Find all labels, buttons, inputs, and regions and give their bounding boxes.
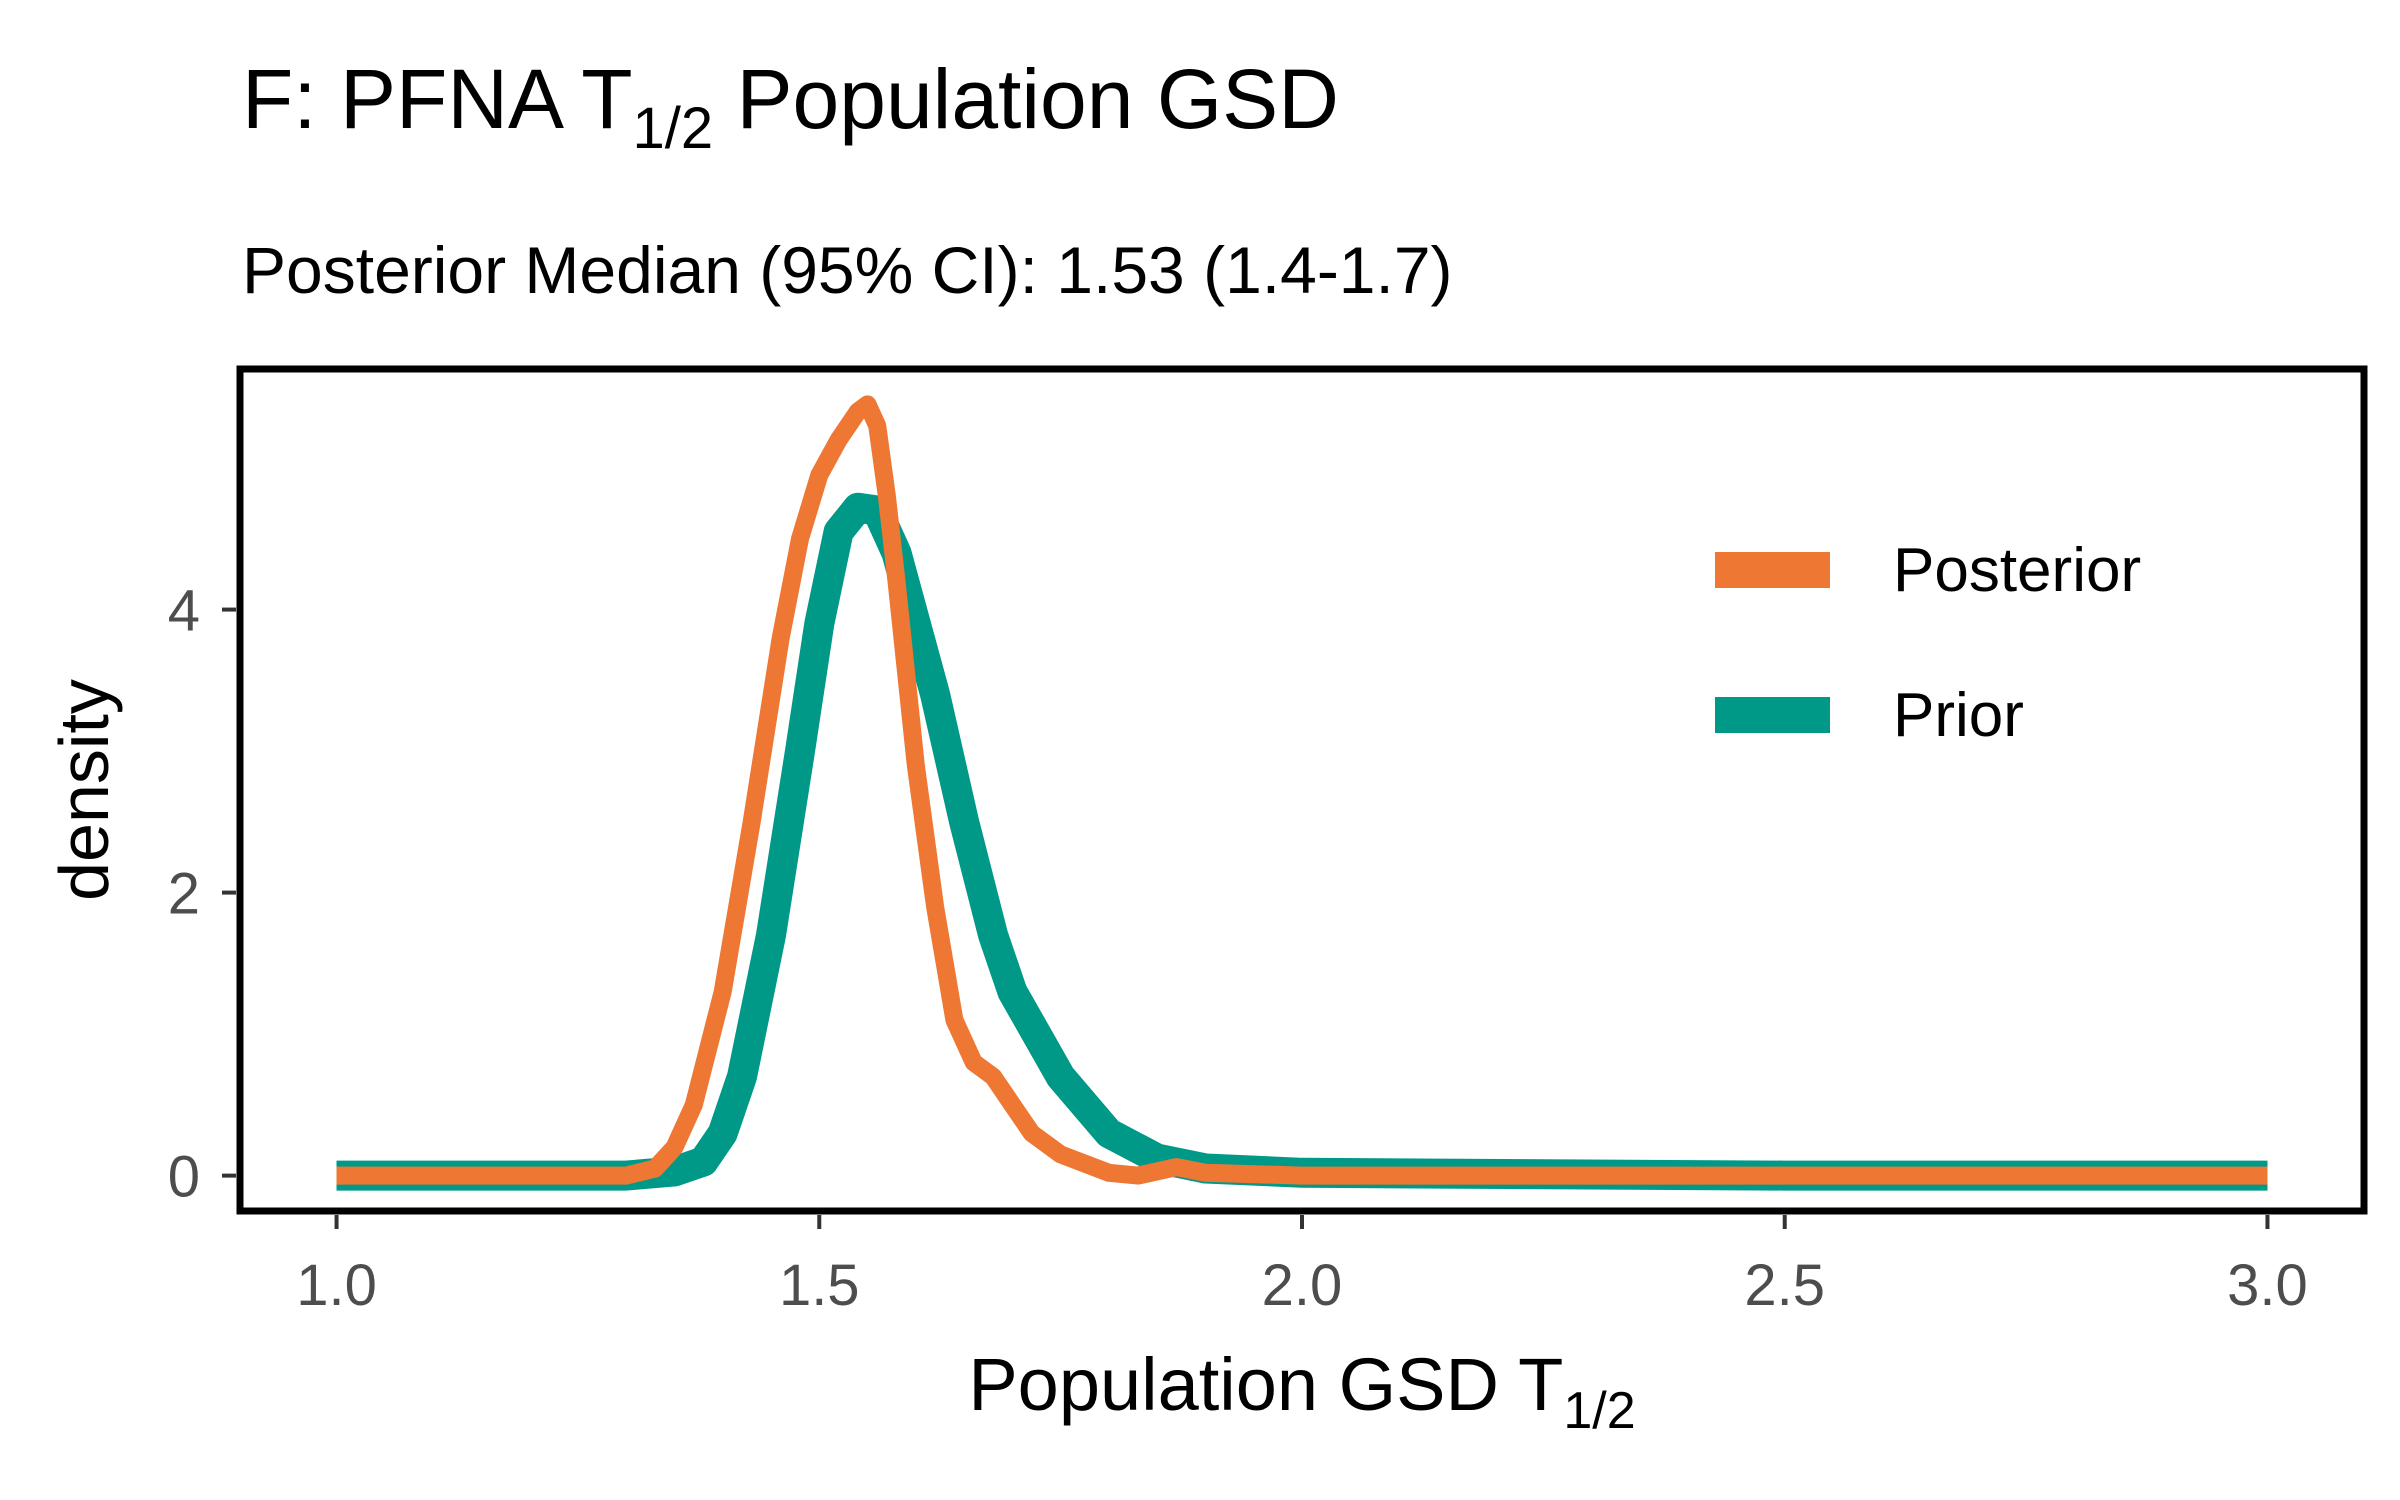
legend-label-posterior: Posterior: [1893, 536, 2141, 605]
x-tick-label: 1.0: [296, 1253, 377, 1318]
x-axis: 1.0 1.5 2.0 2.5 3.0: [296, 1215, 2308, 1318]
y-axis: 0 2 4: [168, 579, 236, 1210]
panel-border: [236, 365, 2368, 1215]
series-line-prior: [336, 492, 2268, 1191]
plot-area: [336, 395, 2268, 1191]
x-tick-label: 2.0: [1262, 1253, 1343, 1318]
chart-title-subscript: 1/2: [633, 96, 714, 161]
chart-title: F: PFNA T1/2 Population GSD: [242, 52, 1339, 161]
x-tick-label: 2.5: [1744, 1253, 1825, 1318]
y-tick-label: 4: [168, 579, 200, 644]
y-tick-label: 0: [168, 1145, 200, 1210]
x-tick-label: 3.0: [2227, 1253, 2308, 1318]
chart-title-main: F: PFNA T: [242, 52, 633, 146]
x-axis-title-main: Population GSD T: [968, 1343, 1563, 1426]
series-line-posterior: [336, 395, 2268, 1185]
y-tick-label: 2: [168, 862, 200, 927]
legend-label-prior: Prior: [1893, 681, 2024, 750]
chart-title-suffix: Population GSD: [713, 52, 1339, 146]
legend: Posterior Prior: [1715, 536, 2141, 750]
x-axis-title-subscript: 1/2: [1563, 1382, 1635, 1440]
x-axis-title: Population GSD T1/2: [968, 1343, 1635, 1440]
x-tick-label: 1.5: [779, 1253, 860, 1318]
chart-subtitle: Posterior Median (95% CI): 1.53 (1.4-1.7…: [242, 233, 1453, 307]
y-axis-title: density: [45, 679, 123, 901]
